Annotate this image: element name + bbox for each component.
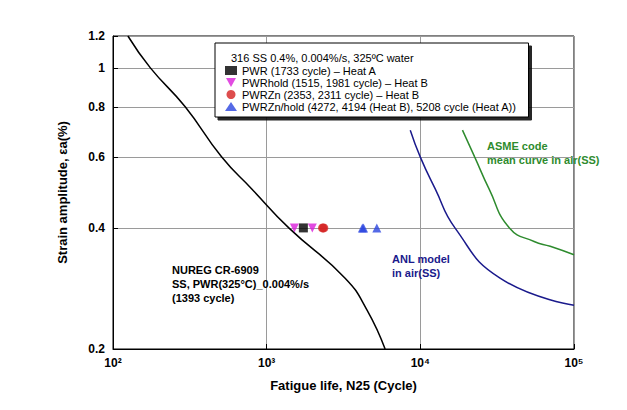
svg-text:(1393 cycle): (1393 cycle) xyxy=(172,292,235,304)
svg-text:Fatigue life, N25 (Cycle): Fatigue life, N25 (Cycle) xyxy=(270,378,417,393)
svg-text:ASME code: ASME code xyxy=(487,140,548,152)
svg-text:0.2: 0.2 xyxy=(88,342,105,356)
svg-text:mean curve in air(SS): mean curve in air(SS) xyxy=(487,154,600,166)
svg-text:10³: 10³ xyxy=(258,356,275,370)
svg-text:NUREG CR-6909: NUREG CR-6909 xyxy=(172,264,259,276)
svg-text:0.4: 0.4 xyxy=(88,221,105,235)
svg-text:PWRZn/hold (4272, 4194 (Heat B: PWRZn/hold (4272, 4194 (Heat B), 5208 cy… xyxy=(242,101,516,113)
svg-text:ANL model: ANL model xyxy=(392,253,450,265)
svg-text:PWRhold (1515, 1981 cycle) – H: PWRhold (1515, 1981 cycle) – Heat B xyxy=(242,77,428,89)
svg-text:10⁵: 10⁵ xyxy=(565,356,584,370)
svg-text:0.8: 0.8 xyxy=(88,100,105,114)
svg-text:in air(SS): in air(SS) xyxy=(392,267,441,279)
svg-text:Strain amplitude, εa(%): Strain amplitude, εa(%) xyxy=(55,121,70,264)
svg-text:SS, PWR(325°C)_0.004%/s: SS, PWR(325°C)_0.004%/s xyxy=(172,278,309,290)
svg-text:0.6: 0.6 xyxy=(88,150,105,164)
svg-text:PWRZn (2353, 2311 cycle) – Hea: PWRZn (2353, 2311 cycle) – Heat B xyxy=(242,89,419,101)
svg-text:316 SS 0.4%, 0.004%/s, 325ºC w: 316 SS 0.4%, 0.004%/s, 325ºC water xyxy=(231,52,414,64)
svg-text:10²: 10² xyxy=(104,356,121,370)
svg-text:10⁴: 10⁴ xyxy=(411,356,430,370)
svg-text:PWR (1733 cycle) – Heat A: PWR (1733 cycle) – Heat A xyxy=(242,65,377,77)
svg-text:1.2: 1.2 xyxy=(88,29,105,43)
svg-text:1: 1 xyxy=(98,61,105,75)
